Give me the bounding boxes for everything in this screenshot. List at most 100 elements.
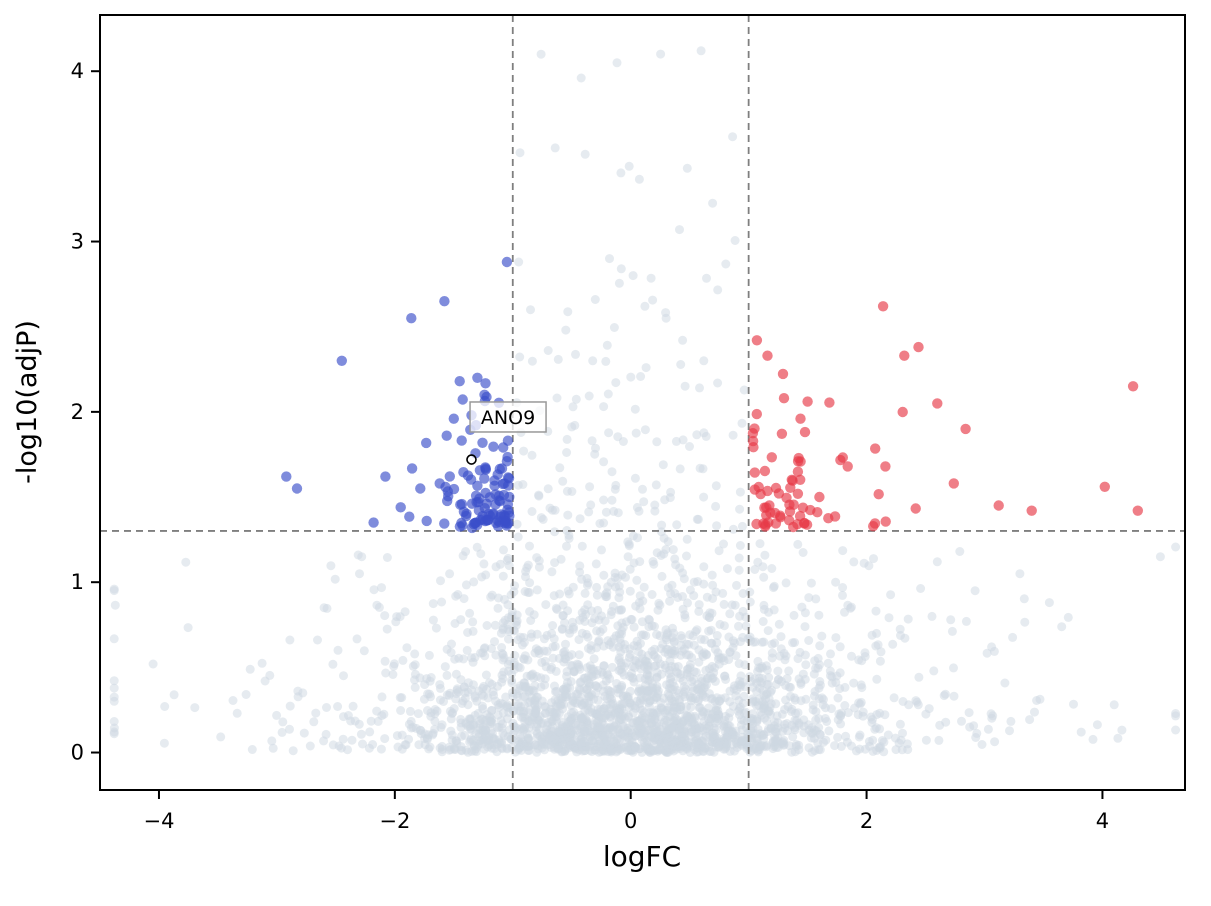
data-point (1171, 711, 1181, 721)
data-point (336, 355, 347, 366)
data-point (636, 630, 646, 640)
data-point (782, 674, 792, 684)
data-point (708, 580, 718, 590)
data-point (826, 649, 835, 659)
data-point (809, 691, 819, 701)
data-point (794, 510, 806, 522)
data-point (444, 471, 455, 482)
data-point (618, 437, 628, 446)
data-point (669, 716, 679, 726)
data-point (514, 740, 524, 750)
data-point (838, 546, 848, 556)
data-point (947, 626, 957, 636)
data-point (583, 684, 592, 694)
data-point (1132, 505, 1144, 516)
data-point (534, 649, 544, 658)
data-point (694, 600, 704, 610)
data-point (465, 721, 475, 731)
data-point (630, 404, 640, 414)
data-point (542, 630, 552, 640)
data-point (754, 694, 764, 704)
data-point (617, 618, 627, 628)
data-point (562, 667, 572, 677)
data-point (606, 610, 616, 620)
data-point (884, 613, 894, 623)
data-point (857, 656, 867, 666)
data-point (749, 484, 760, 495)
data-point (549, 634, 559, 644)
data-point (783, 702, 793, 712)
data-point (913, 341, 924, 353)
data-point (646, 273, 656, 283)
data-point (655, 745, 665, 755)
data-point (697, 706, 707, 716)
data-point (470, 746, 480, 756)
data-point (712, 739, 722, 749)
data-point (613, 688, 623, 698)
data-point (413, 709, 423, 719)
data-point (910, 503, 921, 514)
data-point (822, 717, 832, 726)
data-point (480, 378, 491, 389)
data-point (392, 731, 402, 741)
data-point (649, 559, 659, 569)
data-point (784, 682, 794, 692)
data-point (509, 587, 519, 597)
data-point (393, 742, 403, 752)
data-point (788, 732, 798, 742)
data-point (442, 486, 453, 497)
data-point (742, 740, 752, 750)
data-point (672, 520, 682, 530)
data-point (540, 680, 550, 690)
data-point (558, 611, 568, 621)
data-point (875, 708, 885, 718)
data-point (561, 639, 570, 649)
data-point (680, 381, 690, 391)
data-point (547, 505, 557, 515)
data-point (929, 666, 939, 676)
data-point (400, 740, 410, 750)
data-point (728, 730, 738, 740)
data-point (609, 323, 619, 332)
data-point (528, 685, 538, 695)
data-point (582, 675, 592, 685)
data-point (380, 656, 390, 666)
data-point (738, 589, 748, 598)
data-point (750, 565, 760, 574)
data-point (806, 578, 816, 588)
data-point (666, 674, 675, 684)
data-point (617, 626, 627, 636)
data-point (272, 710, 282, 720)
data-point (450, 654, 460, 664)
data-point (758, 562, 768, 572)
data-point (501, 256, 513, 268)
data-point (504, 510, 515, 522)
data-point (607, 662, 617, 672)
data-point (606, 637, 616, 647)
data-point (802, 396, 813, 407)
data-point (534, 562, 544, 572)
data-point (745, 597, 755, 607)
data-point (338, 734, 348, 744)
data-point (843, 708, 853, 718)
data-point (840, 607, 849, 617)
data-point (629, 622, 639, 632)
data-point (369, 585, 379, 595)
data-point (319, 603, 329, 613)
data-point (694, 657, 704, 667)
data-point (921, 735, 931, 745)
data-point (676, 631, 686, 641)
x-tick-label: 0 (624, 809, 637, 833)
data-point (808, 728, 818, 738)
data-point (1008, 632, 1018, 642)
data-point (707, 661, 717, 671)
data-point (550, 527, 560, 537)
data-point (439, 518, 450, 529)
data-point (829, 511, 841, 522)
data-point (562, 526, 572, 535)
data-point (859, 558, 869, 568)
data-point (718, 588, 728, 598)
data-point (801, 660, 811, 670)
data-point (614, 666, 624, 675)
